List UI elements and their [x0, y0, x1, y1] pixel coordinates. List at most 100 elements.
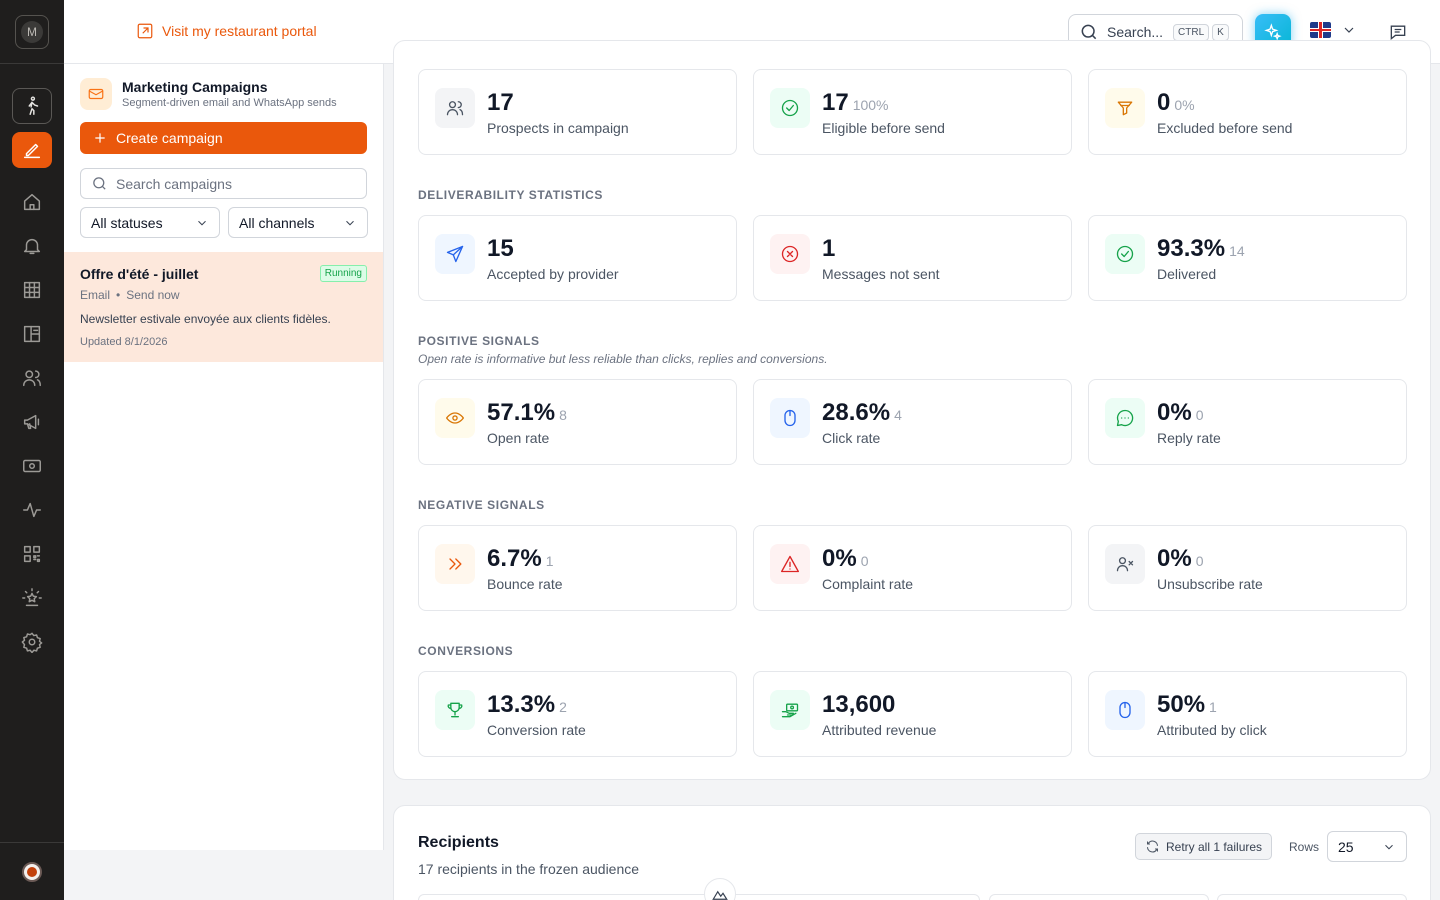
status-filter-select[interactable]: All statuses [80, 207, 220, 238]
grid-icon[interactable] [12, 272, 52, 308]
stat-main-value: 28.6% [822, 399, 891, 426]
gear-icon[interactable] [12, 624, 52, 660]
send-icon [435, 234, 475, 274]
stat-main-value: 0% [1157, 545, 1192, 572]
stat-sub-value: 0 [860, 553, 869, 569]
stat-sub-value: 14 [1229, 243, 1245, 259]
messages-button[interactable] [1386, 20, 1410, 44]
check-circle-icon [770, 88, 810, 128]
stat-label: Unsubscribe rate [1157, 576, 1263, 592]
plus-icon [95, 133, 105, 143]
table-column-box [418, 894, 980, 900]
channel-filter-value: All channels [239, 214, 315, 231]
users-icon[interactable] [12, 360, 52, 396]
stat-not-sent: 1 Messages not sent [753, 215, 1072, 301]
star-badge-icon[interactable] [12, 580, 52, 616]
retry-label: Retry all 1 failures [1166, 839, 1263, 854]
recipients-subtitle: 17 recipients in the frozen audience [418, 861, 640, 877]
stat-accepted: 15 Accepted by provider [418, 215, 737, 301]
stat-label: Conversion rate [487, 722, 586, 738]
pen-edit-icon[interactable] [12, 132, 52, 168]
stat-sub-value: 2 [559, 699, 567, 715]
panel-title: Marketing Campaigns [122, 79, 268, 95]
stat-value: 17 100% [822, 89, 889, 117]
money-hand-icon [770, 690, 810, 730]
stat-label: Prospects in campaign [487, 120, 629, 136]
user-avatar[interactable] [22, 861, 42, 882]
stat-value: 0% 0 [1157, 399, 1203, 427]
stat-label: Eligible before send [822, 120, 945, 136]
stat-reply-rate: 0% 0 Reply rate [1088, 379, 1407, 465]
campaign-title: Offre d'été - juillet [80, 266, 199, 282]
stat-bounce-rate: 6.7% 1 Bounce rate [418, 525, 737, 611]
deliverability-heading: DELIVERABILITY STATISTICS [418, 188, 604, 202]
stat-value: 93.3% 14 [1157, 235, 1245, 263]
x-circle-icon [770, 234, 810, 274]
stat-main-value: 13,600 [822, 691, 896, 718]
stat-sub-value: 0% [1174, 97, 1195, 113]
panel-subtitle: Segment-driven email and WhatsApp sends [122, 97, 337, 109]
stat-value: 6.7% 1 [487, 545, 554, 573]
channel-filter-select[interactable]: All channels [228, 207, 368, 238]
uk-flag-icon [1310, 22, 1331, 38]
campaign-search-input[interactable] [116, 175, 356, 192]
stat-sub-value: 0 [1195, 407, 1204, 423]
recipients-card: Recipients 17 recipients in the frozen a… [393, 805, 1431, 900]
qr-code-icon[interactable] [12, 536, 52, 572]
campaign-list-item[interactable]: Offre d'été - juillet Running Email • Se… [64, 252, 383, 362]
stat-prospects: 17 Prospects in campaign [418, 69, 737, 155]
search-label: Search... [1107, 24, 1164, 40]
recipients-title: Recipients [418, 834, 499, 851]
stat-eligible: 17 100% Eligible before send [753, 69, 1072, 155]
stat-value: 0% 0 [822, 545, 868, 573]
stat-value: 0 0% [1157, 89, 1195, 117]
chevron-down-icon [1344, 27, 1354, 33]
create-campaign-label: Create campaign [116, 130, 223, 146]
language-selector[interactable] [1310, 22, 1357, 38]
cash-icon[interactable] [12, 448, 52, 484]
stat-label: Complaint rate [822, 576, 914, 592]
search-icon [1081, 24, 1097, 40]
stat-conversion-rate: 13.3% 2 Conversion rate [418, 671, 737, 757]
warning-triangle-icon [770, 544, 810, 584]
stat-label: Excluded before send [1157, 120, 1293, 136]
restaurant-portal-link[interactable]: Visit my restaurant portal [136, 22, 317, 40]
rows-value: 25 [1338, 838, 1354, 855]
layout-icon[interactable] [12, 316, 52, 352]
stat-main-value: 0% [1157, 399, 1192, 426]
create-campaign-button[interactable]: Create campaign [80, 122, 367, 154]
external-link-icon [137, 23, 153, 39]
stat-value: 28.6% 4 [822, 399, 902, 427]
chevron-down-icon [346, 220, 354, 225]
workspace-initial: M [21, 20, 43, 43]
check-circle-icon [1105, 234, 1145, 274]
home-icon[interactable] [12, 184, 52, 220]
retry-failures-button[interactable]: Retry all 1 failures [1135, 833, 1273, 860]
stat-main-value: 93.3% [1157, 235, 1226, 262]
panel-header: Marketing Campaigns Segment-driven email… [80, 78, 337, 110]
double-chevron-icon [435, 544, 475, 584]
stat-label: Bounce rate [487, 576, 563, 592]
walking-icon[interactable] [12, 88, 52, 124]
stat-value: 57.1% 8 [487, 399, 567, 427]
stat-main-value: 17 [487, 89, 514, 116]
campaign-stats-card: 17 Prospects in campaign 17 100% Eligible… [393, 40, 1431, 780]
rows-per-page-select[interactable]: 25 [1327, 831, 1407, 862]
stat-label: Reply rate [1157, 430, 1221, 446]
stat-label: Accepted by provider [487, 266, 619, 282]
stat-main-value: 17 [822, 89, 849, 116]
campaign-search-box [80, 168, 367, 199]
stat-attributed-revenue: 13,600 Attributed revenue [753, 671, 1072, 757]
chat-icon [1390, 25, 1406, 41]
workspace-avatar[interactable]: M [15, 14, 49, 49]
stat-value: 0% 0 [1157, 545, 1203, 573]
mail-campaign-icon [80, 78, 112, 110]
chevron-down-icon [1385, 844, 1393, 849]
megaphone-icon[interactable] [12, 404, 52, 440]
stat-main-value: 15 [487, 235, 514, 262]
campaign-meta: Email • Send now [80, 288, 367, 302]
activity-icon[interactable] [12, 492, 52, 528]
stat-value: 13,600 [822, 691, 899, 719]
stat-value: 50% 1 [1157, 691, 1217, 719]
bell-icon[interactable] [12, 228, 52, 264]
